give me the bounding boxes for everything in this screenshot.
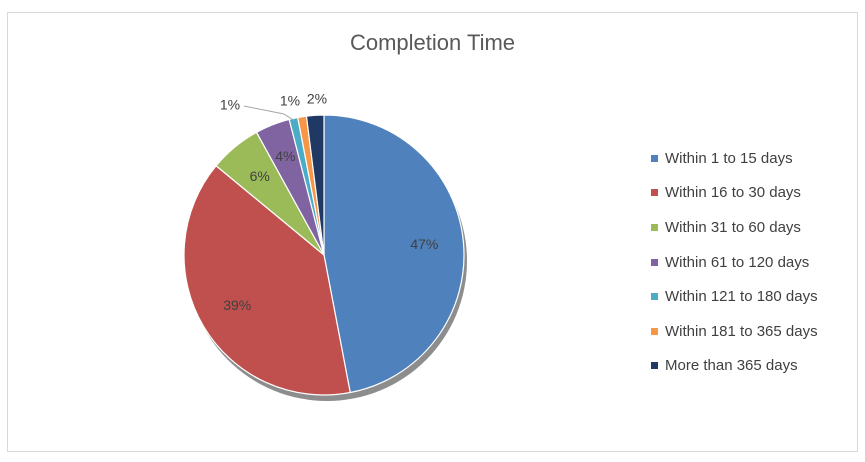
chart-legend: Within 1 to 15 days Within 16 to 30 days W…: [651, 141, 818, 383]
legend-swatch: [651, 154, 658, 162]
legend-label: Within 31 to 60 days: [665, 218, 801, 236]
data-label-2: 39%: [223, 297, 251, 313]
legend-item-1: Within 1 to 15 days: [651, 141, 818, 176]
legend-label: Within 181 to 365 days: [665, 322, 818, 340]
legend-label: Within 121 to 180 days: [665, 288, 818, 306]
legend-item-7: More than 365 days: [651, 349, 818, 384]
chart-frame: [7, 12, 858, 452]
data-label-6: 1%: [280, 93, 300, 109]
data-label-3: 6%: [250, 168, 270, 184]
legend-item-3: Within 31 to 60 days: [651, 210, 818, 245]
data-label-7: 2%: [307, 91, 327, 107]
pie-slice-1: [323, 114, 465, 394]
pie-slice-7: [305, 114, 325, 256]
data-label-1: 47%: [410, 236, 438, 252]
legend-item-5: Within 121 to 180 days: [651, 279, 818, 314]
leader-line-5: [243, 105, 295, 121]
legend-swatch: [651, 223, 658, 231]
chart-title: Completion Time: [349, 30, 516, 55]
data-label-4: 4%: [275, 148, 295, 164]
legend-item-4: Within 61 to 120 days: [651, 245, 818, 280]
legend-label: Within 61 to 120 days: [665, 253, 810, 271]
legend-item-2: Within 16 to 30 days: [651, 176, 818, 211]
legend-swatch: [651, 189, 658, 197]
legend-swatch: [651, 327, 658, 335]
legend-item-6: Within 181 to 365 days: [651, 314, 818, 349]
legend-label: More than 365 days: [665, 357, 798, 375]
data-label-5: 1%: [220, 97, 240, 113]
pie-slice-2: [183, 164, 351, 396]
legend-swatch: [651, 258, 658, 266]
legend-label: Within 1 to 15 days: [665, 149, 793, 167]
legend-swatch: [651, 293, 658, 301]
legend-swatch: [651, 362, 658, 370]
legend-label: Within 16 to 30 days: [665, 184, 801, 202]
